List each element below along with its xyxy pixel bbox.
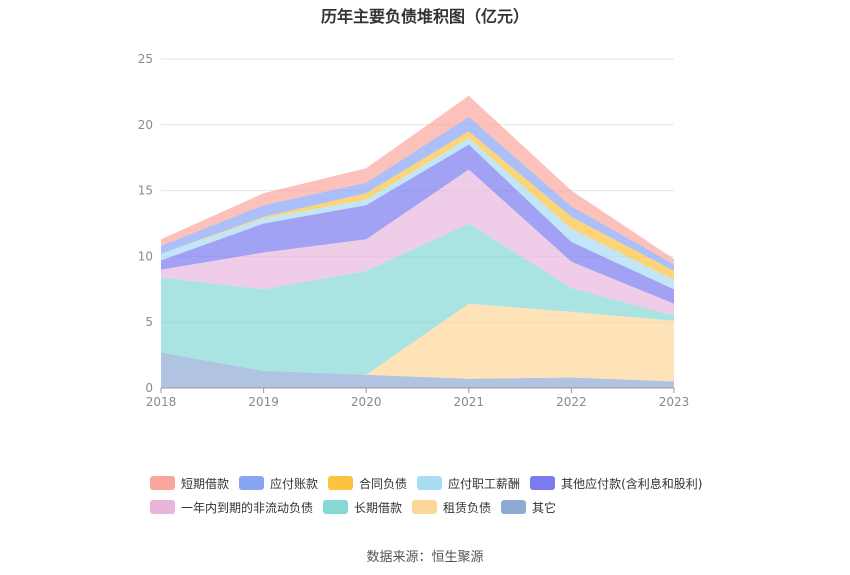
- legend-item[interactable]: 合同负债: [328, 475, 407, 492]
- x-tick-label: 2019: [248, 395, 279, 409]
- legend-item[interactable]: 短期借款: [150, 475, 229, 492]
- x-tick-label: 2022: [556, 395, 587, 409]
- legend-swatch: [530, 476, 556, 490]
- x-tick-label: 2018: [146, 395, 177, 409]
- legend-item[interactable]: 应付职工薪酬: [417, 475, 520, 492]
- area-series: [161, 95, 674, 388]
- legend-label: 租赁负债: [443, 500, 492, 515]
- area-series-4: [161, 169, 674, 316]
- legend-label: 一年内到期的非流动负债: [181, 500, 314, 515]
- x-tick-label: 2023: [659, 395, 690, 409]
- area-series-3: [161, 223, 674, 375]
- legend-swatch: [239, 476, 265, 490]
- legend-label: 应付职工薪酬: [448, 476, 521, 491]
- legend-swatch: [150, 476, 175, 490]
- x-axis-ticks: 2018 2019 2020 2021 2022 2023: [146, 395, 690, 409]
- legend-item[interactable]: 其他应付款(含利息和股利): [530, 475, 702, 492]
- x-tick-label: 2021: [454, 395, 485, 409]
- y-tick-label: 0: [145, 381, 153, 395]
- legend-item[interactable]: 应付账款: [239, 475, 318, 492]
- chart-title: 历年主要负债堆积图（亿元）: [320, 7, 529, 26]
- legend-label: 其它: [532, 500, 557, 515]
- y-tick-label: 5: [145, 315, 153, 329]
- area-series-2: [161, 303, 674, 382]
- y-tick-label: 20: [138, 118, 153, 132]
- y-tick-label: 25: [138, 52, 153, 66]
- legend-swatch: [412, 500, 438, 514]
- legend-row: 一年内到期的非流动负债 长期借款 租赁负债 其它: [150, 496, 770, 518]
- legend: 短期借款 应付账款 合同负债 应付职工薪酬 其他应付款(含利息和股利) 一年内到期的非流动…: [150, 472, 770, 520]
- area-series-5: [161, 144, 674, 304]
- legend-swatch: [323, 500, 349, 514]
- legend-label: 短期借款: [181, 476, 230, 491]
- legend-swatch: [417, 476, 443, 490]
- x-tick-label: 2020: [351, 395, 382, 409]
- legend-item[interactable]: 长期借款: [323, 499, 402, 516]
- data-source: 数据来源：恒生聚源: [366, 550, 484, 565]
- legend-label: 长期借款: [354, 500, 403, 515]
- y-axis-ticks: 0 5 10 15 20 25: [138, 52, 153, 395]
- x-axis: [160, 387, 675, 393]
- area-series-1: [161, 352, 674, 388]
- legend-row: 短期借款 应付账款 合同负债 应付职工薪酬 其他应付款(含利息和股利): [150, 472, 770, 494]
- y-tick-label: 15: [138, 184, 153, 198]
- legend-label: 合同负债: [359, 476, 408, 491]
- y-tick-label: 10: [138, 249, 153, 263]
- legend-swatch: [150, 500, 175, 514]
- legend-label: 其他应付款(含利息和股利): [561, 476, 703, 491]
- legend-swatch: [501, 500, 527, 514]
- legend-item[interactable]: 其它: [501, 499, 556, 516]
- legend-label: 应付账款: [270, 476, 319, 491]
- legend-item[interactable]: 租赁负债: [412, 499, 491, 516]
- legend-swatch: [328, 476, 354, 490]
- legend-item[interactable]: 一年内到期的非流动负债: [150, 499, 313, 516]
